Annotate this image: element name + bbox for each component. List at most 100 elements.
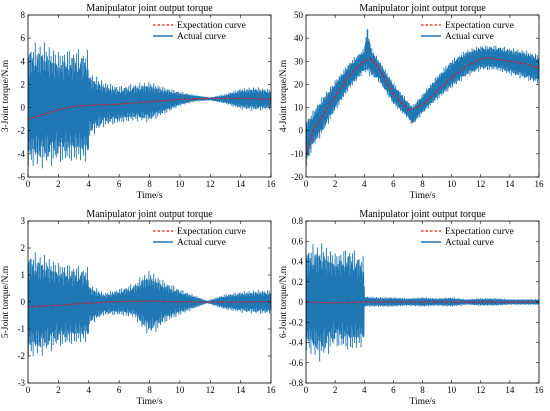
y-tick-label: 10	[294, 103, 304, 113]
series-expectation-curve	[306, 57, 539, 155]
y-tick-label: 0.8	[292, 216, 304, 226]
x-tick-label: 8	[420, 179, 425, 189]
x-tick-label: 10	[447, 179, 457, 189]
y-tick-label: 20	[294, 79, 304, 89]
y-tick-label: 40	[294, 33, 304, 43]
y-tick-label: -3	[18, 378, 26, 388]
y-tick-label: -0.2	[289, 317, 303, 327]
x-tick-label: 14	[236, 179, 246, 189]
series-actual-curve	[28, 252, 271, 357]
x-tick-label: 4	[362, 179, 367, 189]
x-tick-label: 14	[505, 385, 515, 395]
chart-title: Manipulator joint output torque	[359, 209, 486, 220]
y-tick-label: 1	[21, 270, 26, 280]
x-tick-label: 4	[87, 385, 92, 395]
y-tick-label: 0.4	[292, 257, 304, 267]
y-axis-label: 6-Joint torque/N.m	[279, 265, 289, 338]
y-tick-label: 0	[21, 103, 26, 113]
y-tick-label: -1	[18, 324, 26, 334]
x-tick-label: 12	[476, 385, 485, 395]
legend-label-actual: Actual curve	[177, 238, 226, 248]
y-tick-label: 2	[21, 243, 26, 253]
x-axis-label: Time/s	[136, 191, 162, 201]
x-tick-label: 0	[26, 179, 31, 189]
y-tick-label: 0.6	[292, 236, 304, 246]
y-tick-label: 6	[21, 33, 26, 43]
x-tick-label: 6	[117, 179, 122, 189]
chart-title: Manipulator joint output torque	[86, 3, 213, 14]
y-tick-label: 0.2	[292, 277, 303, 287]
series-expectation-curve	[28, 97, 271, 120]
chart-title: Manipulator joint output torque	[359, 3, 486, 14]
y-tick-label: -10	[291, 149, 303, 159]
x-tick-label: 14	[236, 385, 246, 395]
series-actual-curve	[306, 29, 539, 166]
x-tick-label: 12	[206, 179, 215, 189]
x-axis-label: Time/s	[409, 397, 435, 407]
plot-area	[306, 15, 539, 177]
x-tick-label: 2	[333, 179, 338, 189]
series-actual-curve	[28, 42, 271, 169]
y-tick-label: -2	[18, 126, 26, 136]
y-tick-label: -20	[291, 172, 303, 182]
y-tick-label: 0	[299, 126, 304, 136]
x-tick-label: 0	[304, 179, 309, 189]
legend-label-actual: Actual curve	[445, 32, 494, 42]
legend-label-expectation: Expectation curve	[177, 227, 246, 237]
y-tick-label: 3	[21, 216, 26, 226]
x-tick-label: 8	[147, 179, 152, 189]
chart-panel-3: 0 2 4 6 8 10 12 14 16 -6 -4 -2 0 2 4 6 8 Manipulator join…	[1, 3, 276, 201]
legend-label-expectation: Expectation curve	[177, 21, 246, 31]
chart-panel-4: 0 2 4 6 8 10 12 14 16 -20 -10 0 10 20 30 40 50 Manipulato…	[279, 3, 544, 201]
y-tick-label: -4	[18, 149, 26, 159]
x-tick-label: 16	[535, 179, 545, 189]
x-tick-label: 12	[476, 179, 485, 189]
x-axis-label: Time/s	[136, 397, 162, 407]
y-tick-label: -0.8	[289, 378, 304, 388]
y-tick-label: 50	[294, 10, 304, 20]
legend-label-expectation: Expectation curve	[445, 227, 514, 237]
x-tick-label: 10	[175, 179, 185, 189]
x-tick-label: 6	[391, 385, 396, 395]
chart-title: Manipulator joint output torque	[86, 209, 213, 220]
y-tick-label: 30	[294, 56, 304, 66]
y-tick-label: 0	[299, 297, 304, 307]
x-tick-label: 14	[505, 179, 515, 189]
series-actual-curve	[306, 243, 539, 362]
legend-label-actual: Actual curve	[445, 238, 494, 248]
x-tick-label: 16	[267, 179, 277, 189]
x-tick-label: 4	[87, 179, 92, 189]
x-tick-label: 8	[420, 385, 425, 395]
y-tick-label: 4	[21, 56, 26, 66]
y-tick-label: 0	[21, 297, 26, 307]
series-expectation-curve	[306, 301, 539, 304]
x-tick-label: 4	[362, 385, 367, 395]
y-axis-label: 4-Joint torque/N.m	[279, 59, 289, 132]
x-tick-label: 6	[391, 179, 396, 189]
y-tick-label: -0.6	[289, 358, 304, 368]
y-tick-label: -2	[18, 351, 26, 361]
legend-label-expectation: Expectation curve	[445, 21, 514, 31]
series-expectation-curve	[28, 300, 271, 308]
x-tick-label: 0	[26, 385, 31, 395]
x-tick-label: 0	[304, 385, 309, 395]
y-axis-label: 5-Joint torque/N.m	[1, 265, 11, 338]
y-tick-label: 2	[21, 79, 26, 89]
x-tick-label: 2	[56, 179, 61, 189]
x-tick-label: 16	[267, 385, 277, 395]
y-tick-label: 8	[21, 10, 26, 20]
x-tick-label: 12	[206, 385, 215, 395]
x-tick-label: 8	[147, 385, 152, 395]
x-tick-label: 10	[447, 385, 457, 395]
x-tick-label: 6	[117, 385, 122, 395]
chart-panel-6: 0 2 4 6 8 10 12 14 16 -0.8 -0.6 -0.4 -0.2 0 0.2 0.4 0.6 0…	[279, 209, 544, 407]
y-axis-label: 3-Joint torque/N.m	[1, 59, 11, 132]
x-tick-label: 2	[56, 385, 61, 395]
x-axis-label: Time/s	[409, 191, 435, 201]
